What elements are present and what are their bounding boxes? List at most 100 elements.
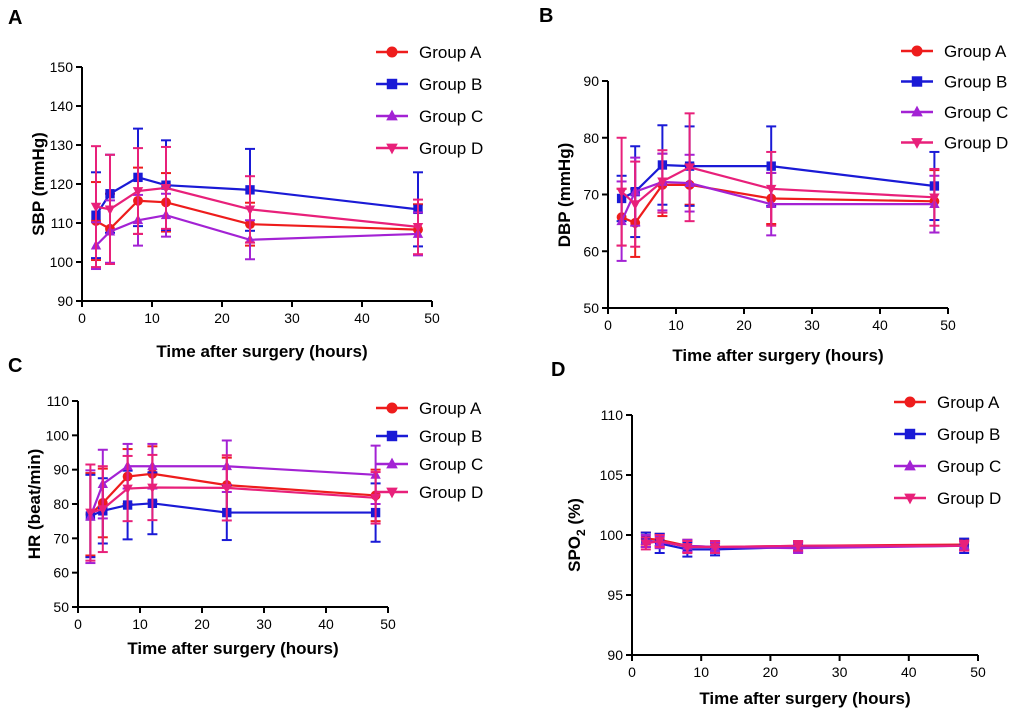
panel-a-y-tick-label: 150 [50,59,74,75]
series-line [89,465,376,518]
panel-c-x-tick-label: 30 [256,616,272,632]
panel-d-y-tick-label: 95 [607,587,623,603]
panel-c-series-group-d [85,453,381,562]
data-point [370,493,381,504]
panel-d-y-title-main: SPO [565,536,584,572]
legend-label: Group B [937,425,1000,444]
legend-marker [911,45,923,57]
data-point [616,187,627,198]
panel-d: D 90 95 100 105 110 0 10 20 30 40 50 Time after surg… [551,359,1001,708]
panel-a: A 90 100 110 120 130 140 150 0 10 20 30 40 50 Time aft… [8,7,483,361]
panel-d-y-tick-label: 110 [601,407,624,423]
panel-d-y-title-unit: (%) [565,498,584,529]
series-line [90,486,376,514]
panel-c-x-tick-label: 0 [74,616,82,632]
panel-a-x-tick-label: 20 [214,310,230,326]
panel-c-x-title: Time after surgery (hours) [127,639,338,658]
data-point [792,541,804,552]
series-line [95,186,419,228]
panel-d-x-tick-label: 0 [628,664,636,680]
panel-a-x-tick-label: 50 [424,310,440,326]
legend-marker [386,109,398,121]
panel-b-y-title: DBP (mmHg) [555,143,574,248]
data-point [97,505,108,515]
panel-c-letter: C [8,355,22,377]
series-line [89,502,376,518]
panel-c-y-tick-label: 100 [46,427,70,443]
panel-b-legend: Group A Group B Group C Group D [901,42,1008,153]
legend-label: Group A [937,393,1000,412]
series-line [620,180,935,222]
data-point [682,543,693,553]
panel-a-letter: A [8,7,22,29]
panel-c-y-tick-label: 50 [53,599,69,615]
panel-a-y-tick-label: 100 [50,254,74,270]
data-point [630,200,641,210]
panel-b-y-tick-label: 50 [583,300,599,316]
panel-d-y-title-sub: 2 [574,529,588,536]
legend-label: Group B [419,427,482,446]
legend-marker [904,493,916,505]
legend-label: Group C [944,103,1008,122]
panel-a-series-group-d [90,145,424,269]
panel-b-letter: B [539,5,553,27]
panel-d-y-tick-label: 100 [600,527,624,543]
data-point [657,177,668,188]
panel-d-x-title: Time after surgery (hours) [699,689,910,708]
panel-a-x-title: Time after surgery (hours) [156,342,367,361]
panel-d-x-tick-label: 50 [970,664,986,680]
panel-b-x-title: Time after surgery (hours) [672,346,883,365]
data-point [104,205,116,216]
panel-c-x-tick-label: 50 [380,616,396,632]
data-point [147,483,158,494]
panel-c-y-tick-label: 80 [53,496,69,512]
data-point [244,205,256,216]
panel-b-y-tick-label: 80 [583,130,599,146]
panel-d-legend: Group A Group B Group C Group D [894,393,1001,508]
legend-label: Group D [419,139,483,158]
legend-label: Group B [419,75,482,94]
panel-b-x-tick-label: 30 [804,317,820,333]
legend-label: Group B [944,73,1007,92]
panel-a-y-tick-label: 130 [50,137,74,153]
data-point [958,541,970,552]
legend-marker [386,143,398,155]
legend-marker [904,428,916,440]
data-point [90,202,102,213]
legend-marker [911,105,923,117]
panel-d-x-tick-label: 40 [901,664,917,680]
panel-b-y-tick-label: 70 [583,187,599,203]
panel-d-x-tick-label: 20 [763,664,779,680]
panel-a-x-tick-label: 40 [354,310,370,326]
legend-label: Group C [419,107,483,126]
series-line [95,199,419,231]
panel-b-x-tick-label: 0 [604,317,612,333]
data-point [766,184,777,195]
panel-b-series-group-d [616,112,940,248]
data-point [160,184,172,194]
series-line [95,214,419,247]
panel-a-legend: Group A Group B Group C Group D [376,43,483,158]
panel-d-series-group-d [640,534,970,554]
panel-c-x-tick-label: 40 [318,616,334,632]
panel-b-series-group-c [616,152,940,262]
legend-marker [386,78,398,90]
panel-a-y-tick-label: 90 [57,293,73,309]
panel-c-series-group-b [85,469,381,559]
panel-b-y-tick-label: 90 [583,73,599,89]
panel-a-y-tick-label: 120 [50,176,74,192]
panel-d-y-title: SPO2 (%) [565,498,588,572]
legend-marker [386,402,398,414]
panel-c-y-tick-label: 110 [47,393,70,409]
legend-marker [386,46,398,58]
panel-d-x-tick-label: 10 [693,664,709,680]
panel-b-x-tick-label: 20 [736,317,752,333]
panel-a-y-tick-label: 110 [51,215,74,231]
legend-marker [386,457,398,469]
data-point [122,484,133,495]
panel-b-y-tick-label: 60 [583,243,599,259]
legend-label: Group D [944,134,1008,153]
panel-d-letter: D [551,359,565,381]
data-point [640,539,652,550]
